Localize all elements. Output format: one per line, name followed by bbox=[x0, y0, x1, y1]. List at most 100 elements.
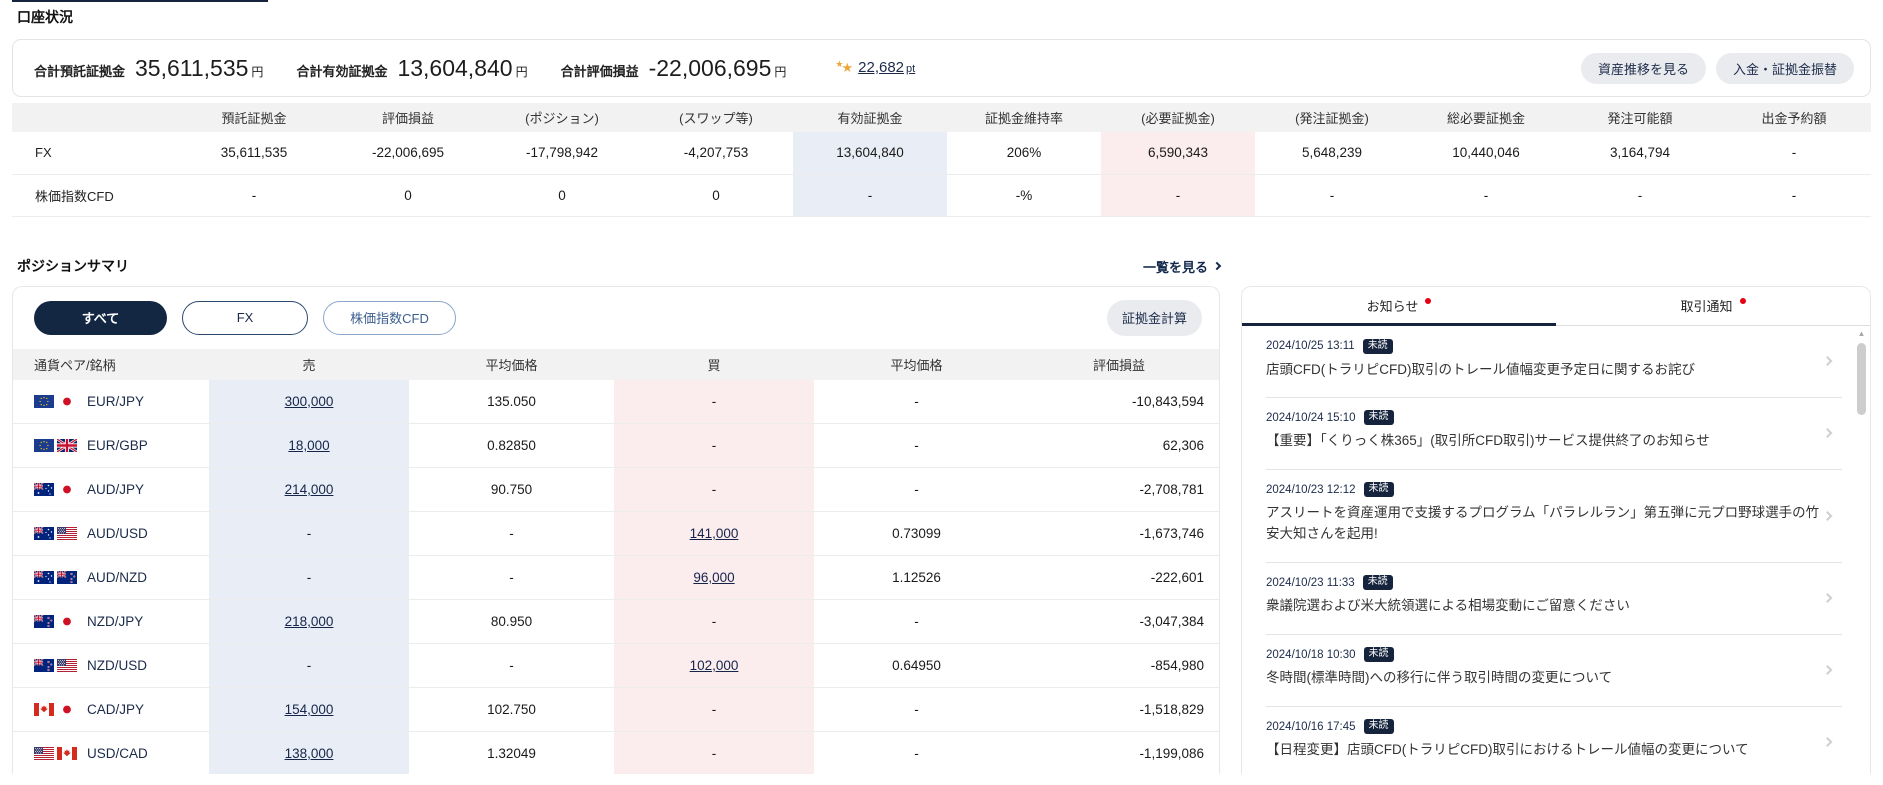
buy-qty-link[interactable]: - bbox=[711, 438, 717, 453]
col-valuation-pl: 評価損益 bbox=[1019, 348, 1219, 380]
total-valuation-pl-label: 合計評価損益 bbox=[560, 63, 639, 79]
asset-history-button[interactable]: 資産推移を見る bbox=[1580, 52, 1706, 84]
position-row-nzdusd: NZD/USD - - 102,000 0.64950 -854,980 bbox=[13, 643, 1219, 688]
flag-us-icon bbox=[57, 527, 77, 540]
summary-actions: 資産推移を見る 入金・証拠金振替 bbox=[1580, 52, 1854, 84]
account-row-cfd-label: 株価指数CFD bbox=[35, 188, 114, 204]
buy-qty-link[interactable]: 96,000 bbox=[693, 570, 735, 585]
valuation-pl: -1,673,746 bbox=[1019, 511, 1219, 556]
yen-unit: 円 bbox=[515, 64, 528, 79]
yen-unit: 円 bbox=[774, 64, 787, 79]
buy-qty-link[interactable]: - bbox=[711, 702, 717, 717]
sell-qty-link[interactable]: - bbox=[306, 570, 312, 585]
buy-avg-price: - bbox=[814, 467, 1019, 512]
chevron-right-icon bbox=[1822, 428, 1833, 439]
valuation-pl: -1,199,086 bbox=[1019, 731, 1219, 774]
flag-nz-icon bbox=[34, 615, 54, 628]
page-title: 口座状況 bbox=[17, 9, 73, 25]
flag-eu-icon bbox=[34, 439, 54, 452]
scroll-up-icon[interactable]: ▲ bbox=[1857, 328, 1866, 338]
unread-badge: 未読 bbox=[1362, 338, 1393, 354]
buy-qty-link[interactable]: - bbox=[711, 614, 717, 629]
sell-avg-price: - bbox=[409, 511, 614, 556]
sell-avg-price: 80.950 bbox=[409, 599, 614, 644]
filter-fx-pill[interactable]: FX bbox=[182, 300, 308, 335]
news-item[interactable]: 2024/10/23 11:33 未読 衆議院選および米大統領選による相場変動に… bbox=[1242, 562, 1856, 634]
active-tab-underline bbox=[1242, 322, 1556, 326]
points-link[interactable]: ★★ 22,682 pt bbox=[835, 59, 915, 77]
buy-avg-price: - bbox=[814, 731, 1019, 774]
flag-au-icon bbox=[34, 483, 54, 496]
sell-qty-link[interactable]: 214,000 bbox=[284, 482, 334, 497]
position-row-audjpy: AUD/JPY 214,000 90.750 - - -2,708,781 bbox=[13, 467, 1219, 512]
total-effective-margin: 合計有効証拠金 13,604,840 円 bbox=[296, 55, 527, 82]
cfd-effective-margin: - bbox=[793, 174, 947, 216]
flag-au-icon bbox=[34, 571, 54, 584]
chevron-right-icon bbox=[1822, 737, 1833, 747]
news-scrollbar[interactable]: ▲ bbox=[1855, 328, 1868, 774]
buy-qty-link[interactable]: 102,000 bbox=[689, 658, 739, 673]
news-title: 【日程変更】店頭CFD(トラリピCFD)取引におけるトレール値幅の変更について bbox=[1266, 742, 1749, 758]
sell-qty-link[interactable]: 154,000 bbox=[284, 702, 334, 717]
news-title: 衆議院選および米大統領選による相場変動にご留意ください bbox=[1266, 598, 1630, 614]
flag-ca-icon bbox=[57, 747, 77, 760]
pair-label: CAD/JPY bbox=[87, 702, 145, 717]
news-item[interactable]: 2024/10/23 12:12 未読 アスリートを資産運用で支援するプログラム… bbox=[1242, 469, 1856, 562]
news-item[interactable]: 2024/10/16 17:45 未読 【日程変更】店頭CFD(トラリピCFD)… bbox=[1242, 706, 1856, 773]
account-row-fx-label: FX bbox=[35, 145, 52, 161]
news-panel: お知らせ 取引通知 2024/10/25 13:11 未読 店頭CFD(トラリピ… bbox=[1241, 285, 1871, 774]
star-points-icon: ★★ bbox=[835, 59, 854, 75]
account-table-header-row: 預託証拠金 評価損益 (ポジション) (スワップ等) 有効証拠金 証拠金維持率 … bbox=[12, 103, 1871, 132]
valuation-pl: -854,980 bbox=[1019, 643, 1219, 688]
cfd-swap: 0 bbox=[712, 187, 720, 203]
news-item[interactable]: 2024/10/18 10:30 未読 冬時間(標準時間)への移行に伴う取引時間… bbox=[1242, 634, 1856, 706]
buy-qty-link[interactable]: 141,000 bbox=[689, 526, 739, 541]
buy-qty-link[interactable]: - bbox=[711, 393, 717, 409]
buy-qty-link[interactable]: - bbox=[711, 482, 717, 497]
sell-qty-link[interactable]: 300,000 bbox=[284, 393, 334, 409]
filter-all-pill[interactable]: すべて bbox=[34, 300, 167, 335]
sell-qty-link[interactable]: 138,000 bbox=[284, 746, 334, 761]
cfd-total-required-margin: - bbox=[1483, 187, 1489, 203]
buy-qty-link[interactable]: - bbox=[711, 746, 717, 761]
scrollbar-thumb[interactable] bbox=[1857, 342, 1866, 415]
chevron-right-icon bbox=[1822, 510, 1833, 521]
positions-filter-row: すべて FX 株価指数CFD 証拠金計算 bbox=[13, 299, 1219, 336]
view-all-positions-link[interactable]: 一覧を見る bbox=[1143, 257, 1222, 276]
sell-qty-link[interactable]: - bbox=[306, 526, 312, 541]
col-order-margin: (発注証拠金) bbox=[1255, 103, 1409, 132]
chevron-right-icon bbox=[1822, 356, 1833, 367]
col-buy-avg-price: 平均価格 bbox=[814, 348, 1019, 380]
sell-qty-link[interactable]: 218,000 bbox=[284, 614, 334, 629]
buy-avg-price: 0.64950 bbox=[814, 643, 1019, 688]
news-item[interactable]: 2024/10/25 13:11 未読 店頭CFD(トラリピCFD)取引のトレー… bbox=[1242, 326, 1856, 398]
sell-qty-link[interactable]: - bbox=[306, 658, 312, 673]
sell-avg-price: 90.750 bbox=[409, 467, 614, 512]
valuation-pl: 62,306 bbox=[1019, 423, 1219, 468]
cfd-margin-ratio: -% bbox=[1015, 187, 1033, 203]
deposit-transfer-button[interactable]: 入金・証拠金振替 bbox=[1715, 52, 1854, 84]
fx-margin-ratio: 206% bbox=[1006, 145, 1042, 161]
news-tabs: お知らせ 取引通知 bbox=[1242, 287, 1870, 326]
position-row-usdcad: USD/CAD 138,000 1.32049 - - -1,199,086 bbox=[13, 731, 1219, 774]
cfd-required-margin: - bbox=[1101, 174, 1255, 216]
position-row-nzdjpy: NZD/JPY 218,000 80.950 - - -3,047,384 bbox=[13, 599, 1219, 644]
buy-avg-price: - bbox=[814, 423, 1019, 468]
col-sell: 売 bbox=[209, 348, 409, 380]
news-title: 冬時間(標準時間)への移行に伴う取引時間の変更について bbox=[1266, 670, 1613, 686]
pair-label: EUR/GBP bbox=[87, 438, 148, 453]
sell-qty-link[interactable]: 18,000 bbox=[288, 438, 330, 453]
pair-label: AUD/JPY bbox=[87, 482, 145, 497]
col-pair: 通貨ペア/銘柄 bbox=[13, 348, 209, 380]
tab-notices[interactable]: お知らせ bbox=[1242, 287, 1556, 325]
points-unit: pt bbox=[906, 63, 916, 75]
flag-jp-icon bbox=[57, 483, 77, 496]
news-item[interactable]: 2024/10/24 15:10 未読 【重要】「くりっく株365」(取引所CF… bbox=[1242, 397, 1856, 469]
margin-calculator-button[interactable]: 証拠金計算 bbox=[1106, 299, 1202, 336]
tab-trade-notifications[interactable]: 取引通知 bbox=[1556, 287, 1870, 325]
points-value[interactable]: 22,682 bbox=[858, 59, 905, 76]
col-required-margin: (必要証拠金) bbox=[1101, 103, 1255, 132]
news-datetime: 2024/10/24 15:10 bbox=[1266, 411, 1356, 424]
total-valuation-pl-value: -22,006,695 bbox=[648, 54, 772, 81]
filter-cfd-pill[interactable]: 株価指数CFD bbox=[323, 300, 456, 335]
